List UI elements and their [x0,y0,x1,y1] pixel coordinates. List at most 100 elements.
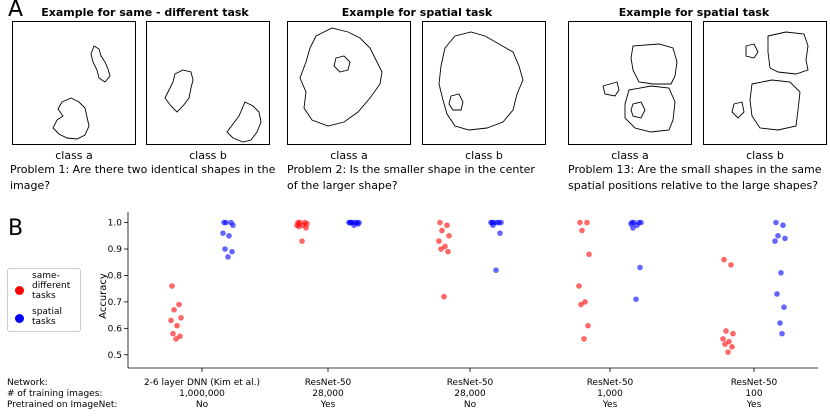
condition-network: ResNet-50 [730,378,778,388]
data-point [730,330,736,337]
data-point [490,222,496,229]
problem-line: Problem 13: Are the small shapes in the … [568,163,822,176]
data-point [782,235,788,242]
data-point [173,336,179,342]
data-point [778,270,784,276]
condition-images: 28,000 [312,389,344,399]
y-tick-label: 1.0 [108,219,123,229]
y-axis-label: Accuracy [98,273,109,319]
data-point [446,232,452,239]
data-point [226,232,232,239]
condition-network: ResNet-50 [304,378,352,388]
problem-line: Problem 2: Is the smaller shape in the c… [287,163,535,176]
data-point [723,328,729,334]
legend-label-line: spatial [32,307,62,317]
y-tick-label: 0.7 [108,298,122,308]
data-point [437,219,443,226]
shape-outlines [164,69,262,143]
panel-b-letter: B [8,216,24,241]
legend-label-line: different [32,281,71,291]
data-point [637,264,643,271]
data-point [725,349,731,355]
condition-pretrained: No [463,400,477,410]
problem-line: Problem 1: Are there two identical shape… [10,163,276,176]
condition-pretrained: Yes [320,400,336,410]
data-point [774,291,780,297]
data-point [171,307,177,313]
data-point [444,222,450,229]
data-point [296,223,302,230]
condition-network: ResNet-50 [446,378,494,388]
data-point [586,251,592,258]
data-point [772,238,778,244]
condition-column-2: ResNet-50 28,000 Yes [276,378,380,411]
shape-outlines [52,45,111,140]
data-point [178,314,184,321]
data-point [441,293,447,300]
legend-label-same-different: same- different tasks [32,271,70,301]
problem-13-text: Problem 13: Are the small shapes in the … [568,162,830,194]
data-point [781,304,787,310]
example-title-same-different: Example for same - different task [41,6,249,19]
problem-line: image? [10,179,51,192]
data-point [303,225,309,231]
y-tick-label: 0.6 [108,324,123,334]
legend-label-line: same- [32,271,60,281]
example-image-spatial-center-class-a [287,21,411,145]
shape-outlines [731,31,809,131]
data-point [436,238,442,244]
condition-images: 28,000 [454,389,486,399]
legend-marker-spatial [15,314,24,323]
data-point [494,219,500,226]
condition-images: 100 [745,389,763,399]
data-point [223,219,229,226]
y-tick-label: 0.9 [108,245,123,255]
row-label-network: Network: [7,378,48,388]
condition-network: 2-6 layer DNN (Kim et al.) [143,378,261,388]
example-image-spatial-positions-class-b [703,21,827,145]
class-label-b: class b [465,149,503,162]
legend-label-line: tasks [32,317,56,327]
data-point [585,322,591,329]
shape-outlines [299,27,383,127]
condition-column-5: ResNet-50 100 Yes [702,378,806,411]
y-tick-label: 0.5 [108,351,122,361]
data-point [174,322,180,329]
class-label-b: class b [189,149,227,162]
data-point [584,219,590,226]
row-label-pretrained: Pretrained on ImageNet: [7,400,118,410]
condition-pretrained: Yes [746,400,762,410]
y-tick-label: 0.8 [108,271,123,281]
data-point [578,301,584,308]
problem-line: spatial positions relative to the large … [568,179,819,192]
problem-2-text: Problem 2: Is the smaller shape in the c… [287,162,552,194]
data-point [722,341,728,348]
class-label-a: class a [611,149,649,162]
data-point [230,222,236,229]
condition-column-3: ResNet-50 28,000 No [418,378,522,411]
data-point [497,230,503,236]
condition-column-1: 2-6 layer DNN (Kim et al.) 1,000,000 No [134,378,270,411]
example-image-same-different-class-a [12,21,136,145]
legend-marker-same-different [15,286,24,295]
data-point [498,219,504,226]
data-point [780,222,786,229]
data-point [775,232,781,239]
row-label-training-images: # of training images: [7,389,103,399]
shape-outlines [438,31,524,131]
condition-column-4: ResNet-50 1,000 Yes [558,378,662,411]
data-point [581,336,587,342]
data-point [729,344,735,350]
data-point [721,256,727,263]
data-point [579,227,585,234]
condition-pretrained: Yes [602,400,618,410]
data-point [177,333,183,340]
data-point [493,267,499,273]
data-point [225,254,231,260]
data-point [351,222,357,229]
example-image-spatial-positions-class-a [568,21,692,145]
panel-a-letter: A [8,0,24,22]
example-image-same-different-class-b [146,21,270,145]
data-point [728,262,734,268]
